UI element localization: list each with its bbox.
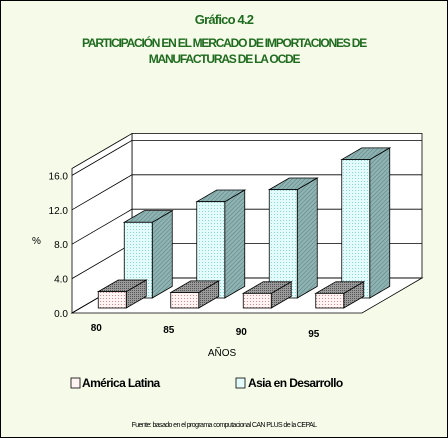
y-gridline: [71, 139, 422, 176]
x-tick-label: 90: [236, 327, 248, 338]
y-gridline: [71, 174, 422, 211]
bar-asia-side: [224, 189, 246, 299]
chart-title-line-1: PARTICIPACIÓN EN EL MERCADO DE IMPORTACI…: [81, 36, 367, 50]
y-gridline: [71, 208, 422, 245]
bar-america-latina: [170, 292, 200, 309]
y-tick-label: 12.0: [49, 206, 69, 217]
bar-asia-side: [296, 177, 318, 299]
chart-source-note: Fuente: basado en el programa computacio…: [131, 422, 317, 429]
bar-asia-side: [151, 209, 173, 299]
y-tick-label: 0.0: [54, 309, 68, 320]
legend-swatch-america-latina: [70, 377, 81, 389]
y-tick-label: 16.0: [49, 171, 69, 182]
bar-asia: [268, 189, 298, 299]
bar-asia: [341, 159, 371, 299]
bar-america-latina: [242, 292, 272, 309]
y-tick-label: 4.0: [54, 275, 68, 286]
legend-label-america-latina: América Latina: [82, 376, 161, 390]
bar-asia-side: [369, 147, 391, 299]
y-tick-label: 8.0: [54, 240, 68, 251]
x-tick-label: 85: [163, 325, 175, 336]
legend-label-asia: Asia en Desarrollo: [248, 376, 343, 390]
bar-america-latina: [97, 291, 127, 309]
legend-swatch-asia: [235, 377, 246, 389]
y-axis-label: %: [32, 236, 41, 247]
x-tick-label: 80: [91, 323, 103, 334]
chart-title-line-2: MANUFACTURAS DE LA OCDE: [148, 52, 301, 66]
x-tick-label: 95: [308, 329, 320, 340]
x-axis-label: AÑOS: [208, 346, 237, 359]
bar-america-latina: [315, 292, 345, 309]
chart-subtitle: Gráfico 4.2: [194, 12, 254, 27]
